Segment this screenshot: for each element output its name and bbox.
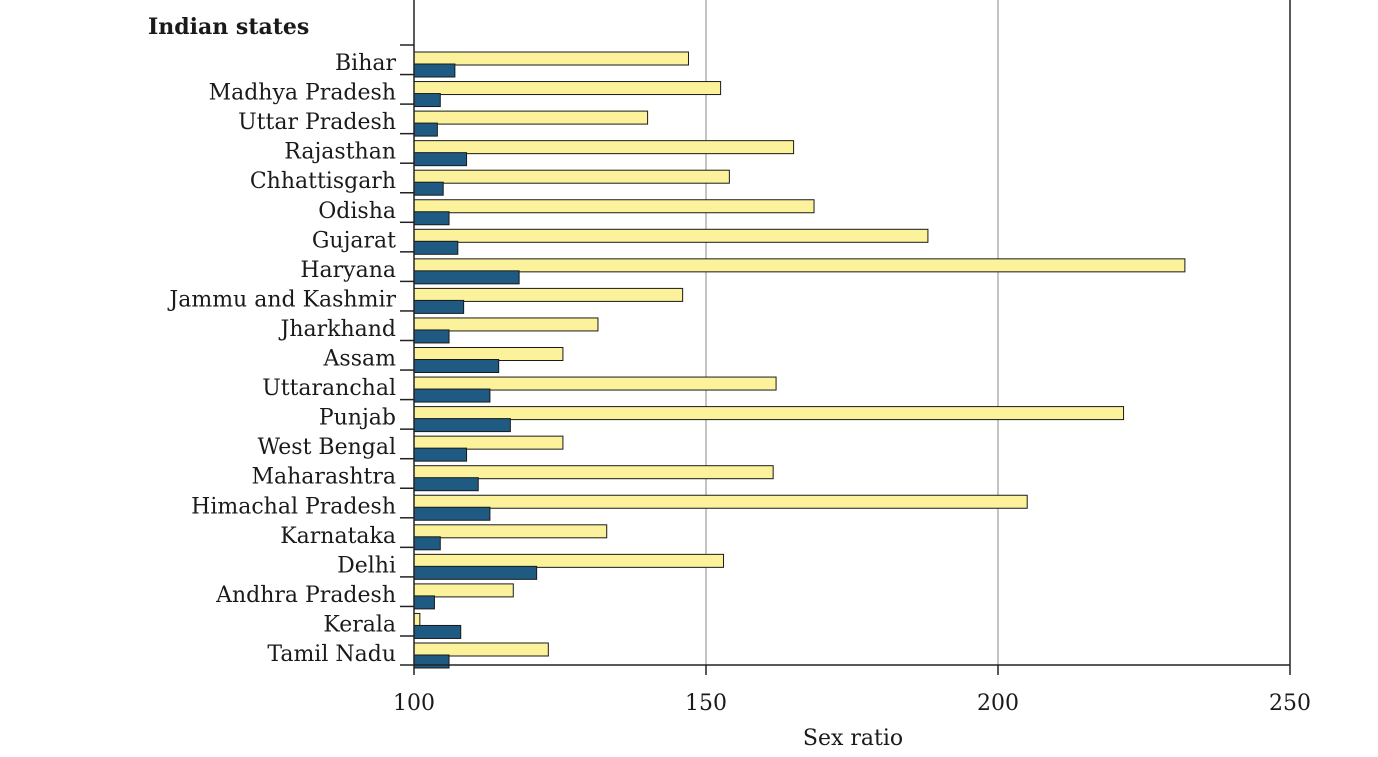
category-label: Odisha [318,199,396,224]
bar-bihar-series-1 [413,51,689,66]
bars [413,51,1186,669]
category-label: Andhra Pradesh [215,583,396,608]
bar-jammu-and-kashmir-series-1 [413,287,684,302]
category-label: Jharkhand [279,317,397,342]
bar-jharkhand-series-1 [413,317,599,332]
x-tick-label-150: 150 [685,691,727,716]
bar-tamil-nadu-series-2 [413,654,450,669]
bar-maharashtra-series-1 [413,465,774,480]
bar-himachal-pradesh-series-1 [413,494,1028,509]
category-label: Bihar [335,51,396,76]
bar-punjab-series-1 [413,406,1125,421]
bar-delhi-series-2 [413,565,538,580]
bar-assam-series-1 [413,347,564,361]
bar-gujarat-series-2 [413,240,459,255]
bar-karnataka-series-1 [413,524,608,539]
grid-lines [705,0,1291,665]
category-label: Uttar Pradesh [238,110,396,135]
bar-uttaranchal-series-2 [413,388,491,403]
bar-andhra-pradesh-series-1 [413,583,514,598]
bar-kerala-series-2 [413,624,462,639]
bar-karnataka-series-2 [413,536,441,551]
bar-andhra-pradesh-series-2 [413,595,435,610]
category-label: Tamil Nadu [267,642,396,667]
x-tick-label-250: 250 [1269,691,1311,716]
bar-gujarat-series-1 [413,228,929,243]
category-label: Haryana [300,258,396,283]
bar-madhya-pradesh-series-2 [413,93,441,108]
category-label: Rajasthan [284,140,396,165]
chart-title: Indian states [148,14,309,40]
bar-maharashtra-series-2 [413,477,479,492]
category-label: West Bengal [257,435,396,460]
category-labels: Bihar Madhya Pradesh Uttar Pradesh Rajastha… [167,51,396,667]
bar-kerala-series-1 [413,612,421,627]
category-label: Kerala [323,612,396,637]
category-label: Karnataka [280,524,396,549]
category-label: Chhattisgarh [250,169,396,194]
x-tick-label-100: 100 [393,691,435,716]
bar-assam-series-2 [413,359,500,373]
bar-odisha-series-1 [413,199,815,214]
category-label: Maharashtra [252,465,397,490]
x-tick-label-200: 200 [977,691,1019,716]
category-label: Gujarat [312,228,396,253]
bar-uttaranchal-series-1 [413,376,777,391]
bar-tamil-nadu-series-1 [413,642,549,657]
bar-west-bengal-series-2 [413,447,468,462]
bar-uttar-pradesh-series-1 [413,110,649,125]
bar-uttar-pradesh-series-2 [413,122,438,137]
category-label: Madhya Pradesh [209,81,396,106]
bar-jammu-and-kashmir-series-2 [413,299,465,314]
category-label: Assam [323,347,397,372]
x-axis-title: Sex ratio [803,726,903,751]
category-label: Delhi [337,553,396,578]
bar-bihar-series-2 [413,63,456,78]
category-label: Punjab [319,406,396,431]
category-label: Jammu and Kashmir [167,287,396,312]
bar-jharkhand-series-2 [413,329,450,344]
bar-punjab-series-2 [413,418,511,433]
bar-delhi-series-1 [413,553,725,568]
bar-chhattisgarh-series-2 [413,181,444,196]
bar-rajasthan-series-2 [413,152,468,167]
bar-west-bengal-series-1 [413,435,564,450]
bar-odisha-series-2 [413,211,450,226]
bar-haryana-series-1 [413,258,1186,273]
bar-rajasthan-series-1 [413,140,795,155]
category-label: Himachal Pradesh [191,494,396,519]
bar-madhya-pradesh-series-1 [413,81,722,96]
bar-haryana-series-2 [413,270,520,285]
bar-chhattisgarh-series-1 [413,169,730,184]
x-tick-labels: 100 150 200 250 [393,691,1311,716]
bar-himachal-pradesh-series-2 [413,506,491,521]
category-label: Uttaranchal [262,376,396,401]
axes [400,0,1291,675]
